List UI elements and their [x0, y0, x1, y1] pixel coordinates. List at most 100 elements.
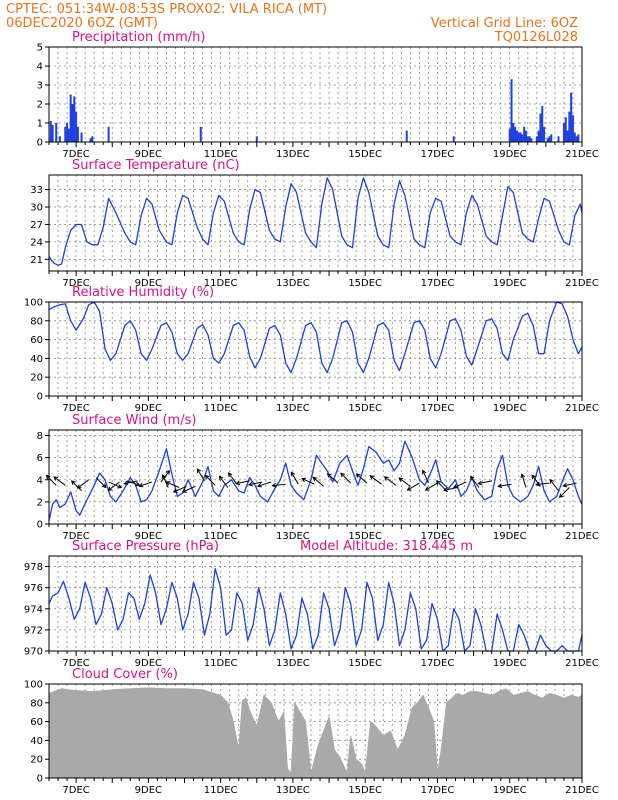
panel-frame-pressure	[48, 555, 583, 652]
panel-frame-wind	[48, 429, 583, 525]
ytick-label: 970	[24, 647, 43, 658]
precip-bar	[550, 134, 553, 142]
xtick-label: 15DEC	[348, 531, 382, 542]
series-line-humidity	[48, 301, 583, 374]
xtick-label: 9DEC	[135, 278, 162, 289]
wind-arrow	[421, 469, 429, 484]
wind-arrow-shaft	[559, 487, 570, 498]
panel-wind: Surface Wind (m/s) 0 2 4 6 8 7DEC 9DEC 11DEC 13DE…	[37, 413, 599, 542]
header-run-time: 06DEC2020 6OZ (GMT)	[6, 16, 158, 31]
panel-frame-precipitation	[48, 46, 583, 143]
wind-arrow-shaft	[107, 481, 120, 491]
precip-bar	[537, 130, 540, 142]
wind-arrow	[520, 473, 527, 488]
wind-arrow-shaft	[219, 476, 229, 488]
xtick-label: 19DEC	[493, 785, 527, 796]
wind-arrow	[301, 477, 315, 485]
wind-arrow-shaft	[369, 475, 382, 485]
xtick-label: 9DEC	[135, 658, 162, 669]
header-grid-info: Vertical Grid Line: 6OZ	[431, 16, 578, 31]
precip-bar	[89, 138, 92, 142]
precip-bar	[69, 94, 72, 142]
wind-arrow	[398, 477, 411, 487]
wind-arrow-head	[235, 480, 241, 486]
wind-arrow-head	[101, 483, 107, 489]
xtick-label: 13DEC	[276, 531, 310, 542]
wind-arrow-head	[165, 481, 171, 486]
xtick-label: 9DEC	[135, 149, 162, 160]
wind-arrow	[312, 476, 324, 487]
panel-annotation-pressure: Model Altitude: 318.445 m	[300, 539, 473, 554]
wind-arrow-head	[477, 480, 483, 486]
xtick-label: 21DEC	[565, 278, 599, 289]
precip-bar	[514, 126, 517, 142]
precip-bar	[523, 126, 526, 142]
wind-arrow	[535, 481, 550, 487]
precip-bar	[515, 130, 518, 142]
precip-bar	[566, 130, 569, 142]
xtick-label: 11DEC	[204, 531, 238, 542]
panel-frame-cloud-cover	[48, 683, 583, 779]
xtick-label: 19DEC	[493, 658, 527, 669]
wind-arrow-shaft	[126, 480, 140, 486]
wind-arrow	[290, 471, 299, 485]
precip-bar	[255, 136, 258, 142]
ytick-label: 100	[24, 298, 43, 309]
xtick-label: 11DEC	[204, 149, 238, 160]
panel-title-wind: Surface Wind (m/s)	[72, 413, 196, 428]
xtick-label: 17DEC	[421, 403, 455, 414]
ytick-label: 30	[30, 203, 43, 214]
precip-bar	[51, 124, 54, 142]
precip-bar	[564, 117, 567, 142]
ytick-label: 978	[24, 562, 43, 573]
wind-arrow	[340, 472, 352, 484]
ytick-label: 0	[37, 520, 43, 531]
xtick-label: 21DEC	[565, 403, 599, 414]
xtick-label: 17DEC	[421, 658, 455, 669]
wind-arrow-head	[204, 474, 210, 480]
wind-arrow-shaft	[53, 476, 66, 486]
wind-arrow-shaft	[236, 480, 250, 485]
wind-arrow-head	[558, 493, 564, 499]
wind-arrow-shaft	[478, 480, 492, 485]
wind-arrow-head	[301, 477, 307, 483]
wind-arrow	[424, 482, 438, 491]
xtick-label: 21DEC	[565, 531, 599, 542]
wind-arrow-shaft	[407, 482, 420, 491]
wind-arrow	[204, 474, 216, 486]
ytick-label: 21	[30, 255, 43, 266]
wind-arrow	[138, 481, 153, 488]
xtick-label: 15DEC	[348, 658, 382, 669]
precip-bar	[524, 130, 527, 142]
ytick-label: 60	[30, 717, 43, 728]
wind-arrow-head	[53, 476, 59, 481]
wind-arrow-head	[435, 480, 441, 486]
wind-arrow-head	[247, 481, 253, 487]
wind-arrow-head	[469, 475, 475, 481]
wind-arrow-shaft	[248, 481, 263, 486]
wind-arrow	[165, 481, 180, 488]
wind-arrow	[271, 482, 286, 488]
wind-arrow-head	[227, 472, 233, 478]
wind-arrow-shaft	[290, 472, 299, 485]
precip-bar	[548, 136, 551, 142]
precip-bar	[66, 123, 69, 142]
precip-bar	[570, 92, 573, 142]
wind-arrow	[469, 475, 480, 488]
wind-arrow-head	[196, 468, 202, 473]
wind-arrow	[452, 481, 467, 489]
panel-title-cloud-cover: Cloud Cover (%)	[72, 667, 178, 682]
wind-arrow-head	[138, 482, 144, 488]
precip-bar	[521, 134, 524, 142]
xtick-label: 11DEC	[204, 658, 238, 669]
wind-arrow-shaft	[398, 477, 411, 487]
ytick-label: 2	[37, 497, 43, 508]
cloud-cover-area	[48, 687, 583, 779]
ytick-label: 27	[30, 220, 43, 231]
wind-arrow	[196, 468, 205, 482]
wind-arrow	[123, 480, 138, 486]
precip-bar	[541, 105, 544, 142]
wind-arrow-shaft	[182, 485, 196, 493]
wind-arrow-head	[369, 475, 375, 480]
xtick-label: 19DEC	[493, 149, 527, 160]
